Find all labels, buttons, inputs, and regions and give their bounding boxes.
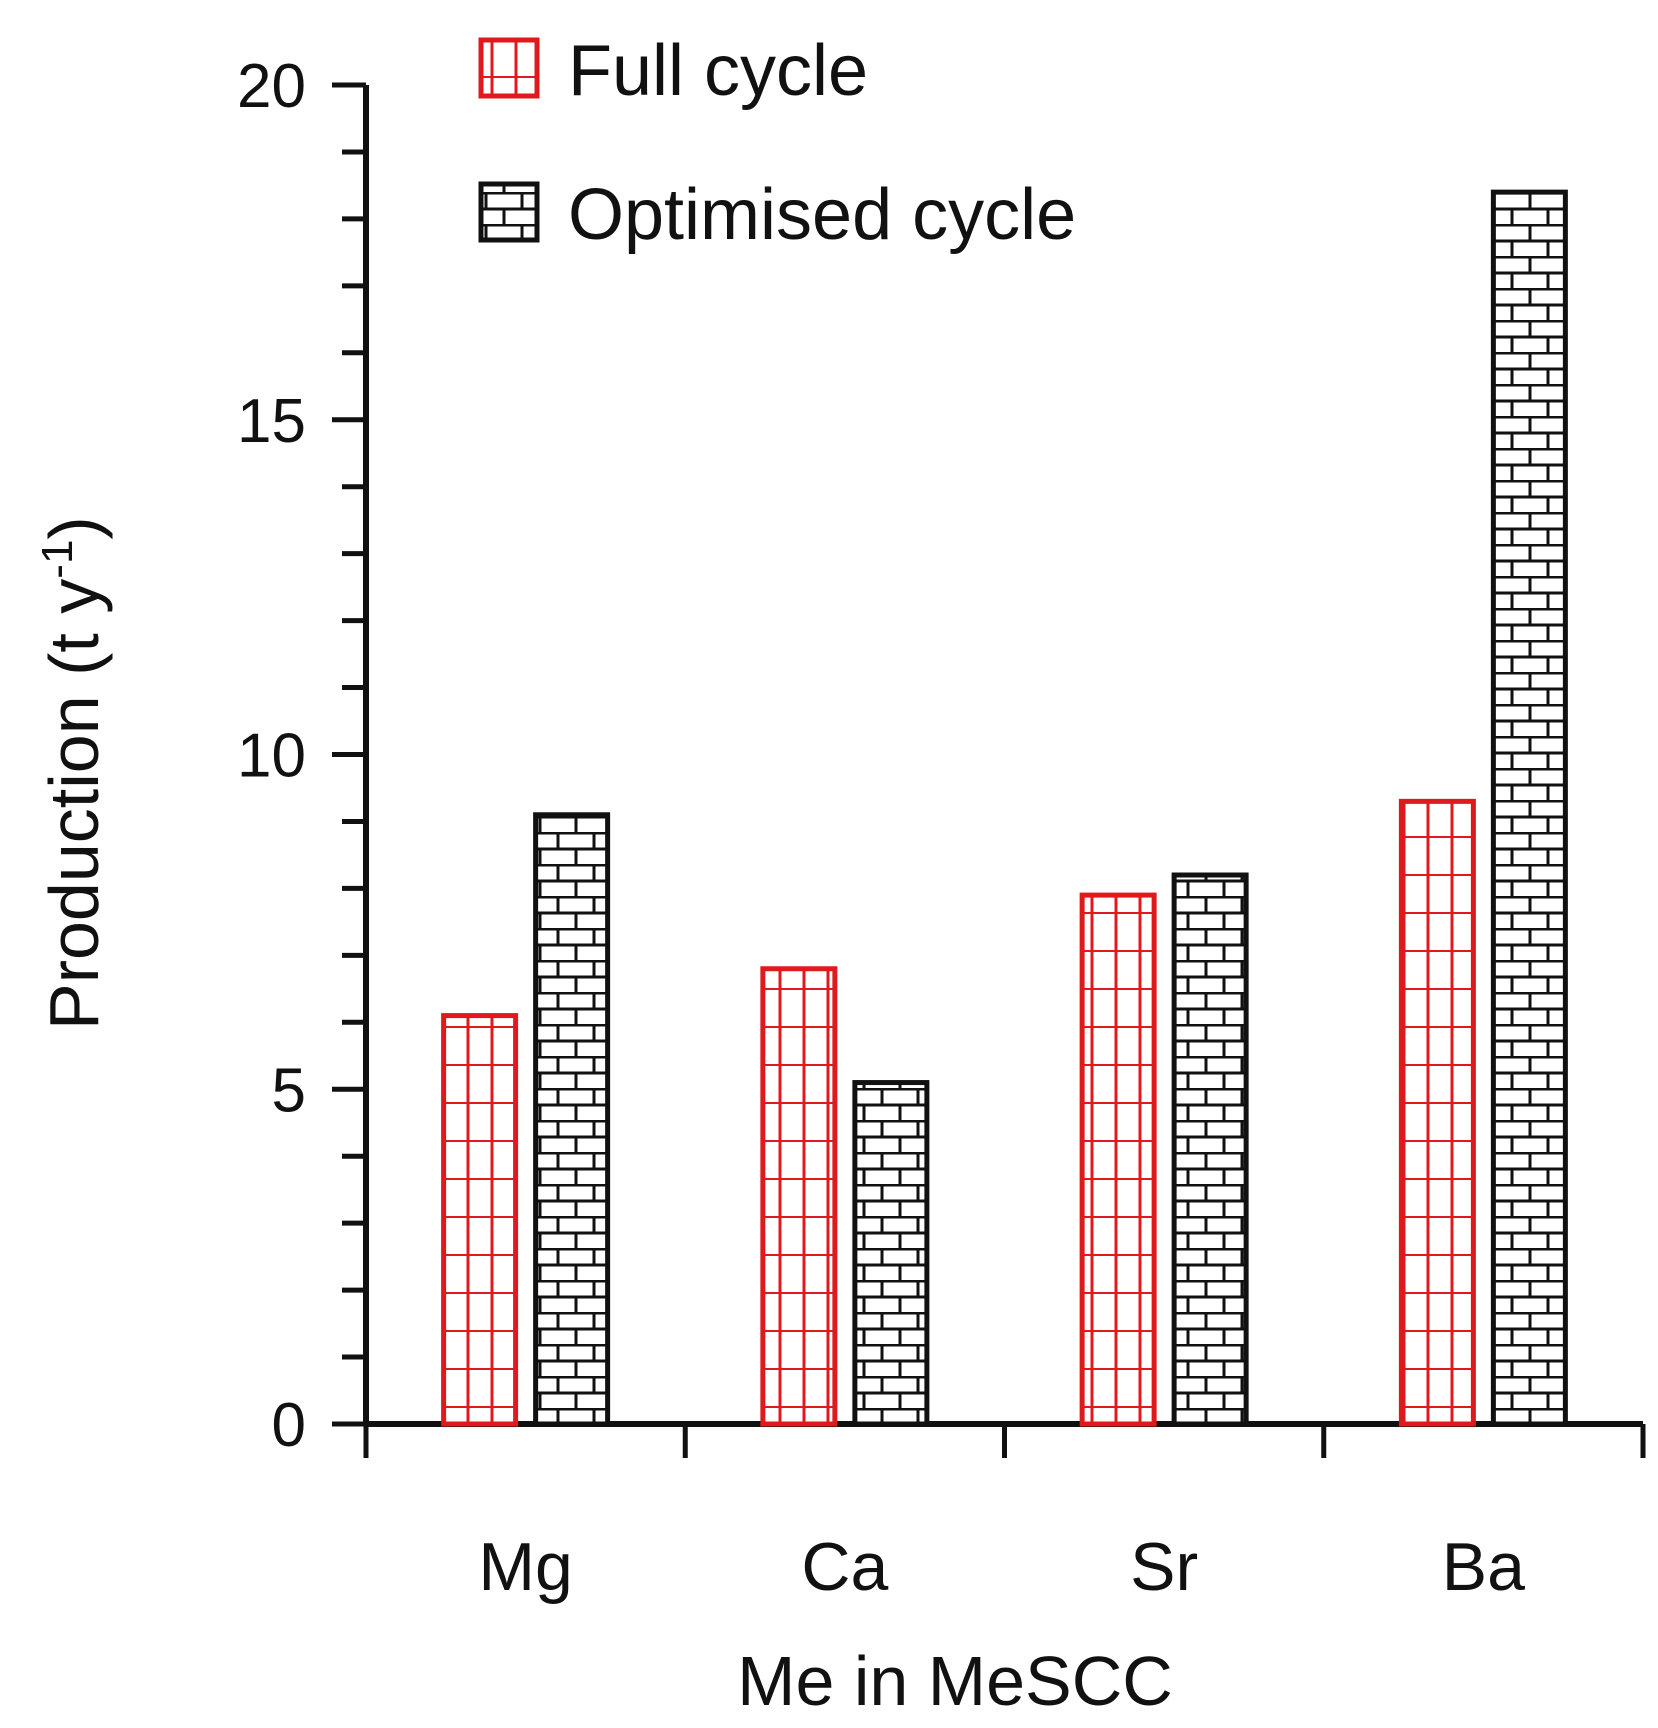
- bar-optimised-cycle-sr: [1171, 872, 1249, 1427]
- legend-swatch-full-cycle: [478, 37, 540, 99]
- bars: [441, 189, 1568, 1427]
- bar-full-cycle-ca: [760, 966, 838, 1427]
- bar-optimised-cycle-mg: [533, 812, 611, 1427]
- x-tick-label-ba: Ba: [1442, 1529, 1525, 1605]
- x-axis-title: Me in MeSCC: [737, 1642, 1173, 1720]
- y-axis-title: Production (t y-1): [33, 516, 113, 1030]
- y-axis: 0 5 10 15 20: [237, 52, 369, 1460]
- y-tick-label: 10: [237, 722, 306, 791]
- y-axis-title-main: Production (t y: [35, 579, 113, 1030]
- bar-full-cycle-sr: [1079, 892, 1157, 1427]
- legend: Full cycle Optimised cycle: [478, 31, 1076, 255]
- y-tick-label: 5: [272, 1056, 306, 1125]
- x-tick-label-ca: Ca: [801, 1529, 888, 1605]
- x-tick-label-sr: Sr: [1130, 1529, 1198, 1605]
- bar-optimised-cycle-ba: [1490, 189, 1568, 1427]
- bar-full-cycle-mg: [441, 1013, 519, 1427]
- y-tick-label: 15: [237, 387, 306, 456]
- bar-full-cycle-ba: [1398, 798, 1476, 1427]
- legend-label-optimised-cycle: Optimised cycle: [568, 175, 1076, 255]
- legend-label-full-cycle: Full cycle: [568, 31, 868, 111]
- x-axis: [363, 1421, 1646, 1458]
- x-tick-label-mg: Mg: [478, 1529, 572, 1605]
- y-axis-title-superscript: -1: [33, 540, 82, 579]
- y-axis-title-close: ): [35, 516, 113, 539]
- legend-swatch-optimised-cycle: [478, 181, 540, 243]
- y-tick-label: 0: [272, 1391, 306, 1460]
- y-tick-label: 20: [237, 52, 306, 121]
- bar-optimised-cycle-ca: [852, 1080, 930, 1427]
- x-tick-labels: Mg Ca Sr Ba: [478, 1529, 1525, 1605]
